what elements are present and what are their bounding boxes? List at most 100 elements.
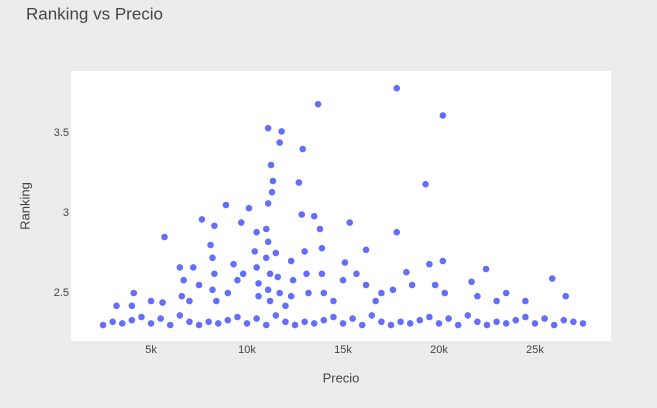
point bbox=[346, 219, 354, 226]
point bbox=[570, 318, 577, 326]
point bbox=[330, 313, 337, 321]
plot-area bbox=[71, 71, 611, 341]
point bbox=[358, 321, 366, 329]
point bbox=[272, 312, 280, 319]
point bbox=[441, 289, 449, 297]
point bbox=[147, 297, 155, 305]
point bbox=[330, 297, 337, 305]
point bbox=[255, 280, 262, 287]
point bbox=[426, 260, 433, 268]
point bbox=[493, 318, 500, 326]
point bbox=[389, 286, 397, 294]
point bbox=[272, 249, 280, 257]
point bbox=[316, 225, 324, 233]
point bbox=[243, 320, 251, 327]
point bbox=[339, 320, 347, 327]
point bbox=[287, 257, 295, 265]
point bbox=[522, 297, 529, 305]
y-tick-label: 2.5 bbox=[54, 287, 69, 299]
point bbox=[178, 292, 186, 300]
point bbox=[305, 289, 312, 297]
point bbox=[269, 177, 277, 185]
point bbox=[267, 161, 275, 169]
y-tick-label: 3.5 bbox=[54, 127, 69, 139]
point bbox=[264, 238, 272, 246]
point bbox=[186, 318, 193, 326]
point bbox=[362, 246, 370, 254]
point bbox=[353, 270, 360, 278]
point bbox=[213, 297, 220, 305]
point bbox=[161, 233, 168, 241]
point bbox=[474, 292, 481, 300]
point bbox=[209, 286, 216, 294]
point bbox=[282, 302, 289, 310]
point bbox=[207, 241, 214, 249]
point bbox=[416, 316, 424, 324]
point bbox=[264, 200, 272, 207]
point bbox=[234, 276, 241, 284]
point bbox=[483, 321, 491, 329]
point bbox=[274, 273, 282, 281]
point bbox=[159, 299, 166, 306]
point bbox=[195, 281, 203, 289]
point bbox=[522, 313, 529, 321]
point bbox=[298, 211, 306, 218]
point bbox=[264, 124, 272, 132]
point bbox=[189, 264, 197, 271]
point bbox=[109, 318, 116, 326]
point bbox=[320, 316, 328, 324]
point bbox=[253, 315, 260, 322]
point bbox=[128, 302, 136, 310]
point bbox=[454, 321, 462, 329]
point bbox=[268, 188, 276, 196]
point bbox=[431, 281, 439, 289]
x-tick-label: 5k bbox=[145, 344, 157, 356]
point bbox=[186, 297, 193, 305]
point bbox=[341, 259, 349, 266]
point bbox=[372, 297, 379, 305]
point bbox=[408, 281, 416, 289]
point bbox=[222, 201, 230, 209]
point bbox=[237, 219, 245, 226]
x-tick-label: 10k bbox=[238, 344, 256, 356]
point bbox=[468, 278, 475, 286]
point bbox=[255, 292, 262, 300]
point bbox=[157, 315, 164, 322]
point bbox=[349, 315, 356, 322]
point bbox=[493, 297, 500, 305]
point bbox=[310, 320, 318, 327]
point bbox=[403, 268, 410, 276]
point bbox=[166, 321, 174, 329]
point bbox=[439, 257, 447, 265]
point bbox=[253, 264, 260, 271]
x-tick-label: 20k bbox=[430, 344, 448, 356]
point bbox=[180, 276, 187, 284]
point bbox=[289, 276, 297, 284]
point bbox=[502, 320, 510, 327]
x-tick-label: 25k bbox=[526, 344, 544, 356]
y-axis-title: Ranking bbox=[17, 182, 32, 230]
point bbox=[278, 128, 285, 135]
point bbox=[211, 222, 218, 230]
point bbox=[512, 316, 520, 324]
point bbox=[176, 264, 184, 271]
point bbox=[262, 254, 270, 262]
point bbox=[301, 248, 308, 255]
point bbox=[262, 225, 270, 233]
point bbox=[276, 289, 283, 297]
point bbox=[303, 270, 310, 278]
point bbox=[378, 289, 385, 297]
x-axis-title: Precio bbox=[323, 370, 360, 385]
point bbox=[291, 321, 299, 329]
point bbox=[310, 212, 318, 220]
point bbox=[253, 228, 260, 236]
point bbox=[211, 270, 218, 278]
point bbox=[502, 289, 510, 297]
point bbox=[562, 292, 569, 300]
point bbox=[482, 265, 490, 273]
point bbox=[531, 320, 539, 327]
point bbox=[362, 281, 370, 289]
point bbox=[445, 315, 452, 322]
point bbox=[198, 216, 206, 223]
